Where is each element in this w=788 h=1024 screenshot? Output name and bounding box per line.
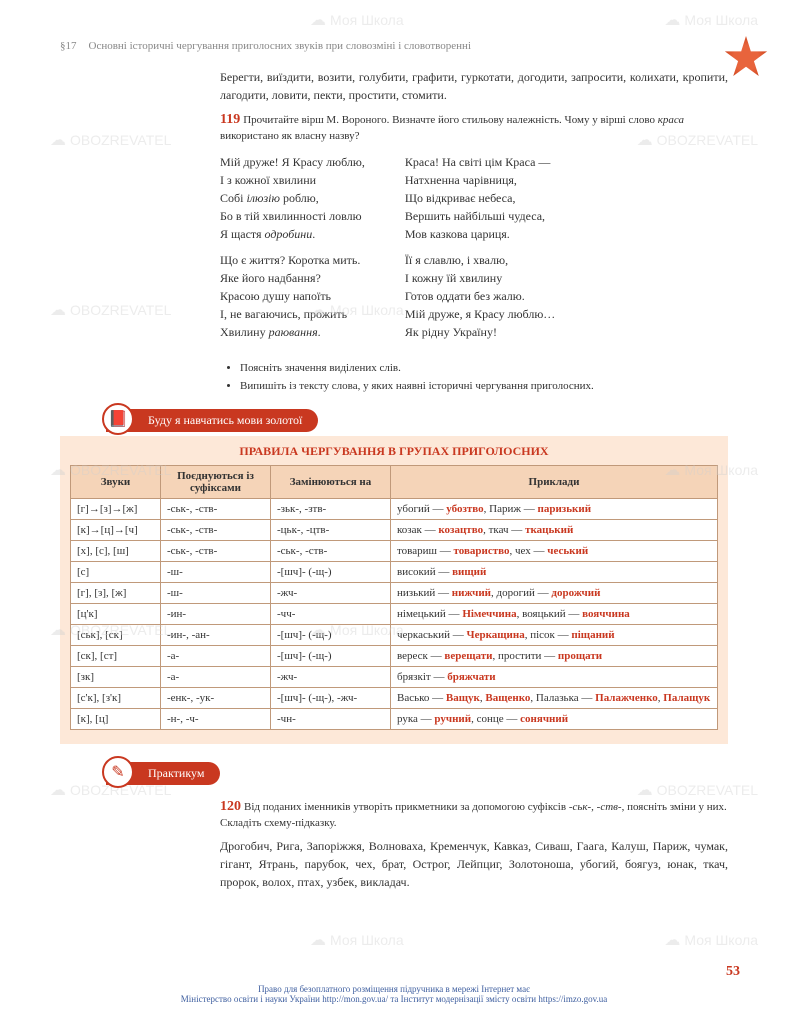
table-row: [с'к], [з'к]-енк-, -ук--[шч]- (-щ-), -жч…: [71, 687, 718, 708]
table-row: [зк]-а--жч-брязкіт — бряжчати: [71, 666, 718, 687]
intro-paragraph: Берегти, виїздити, возити, голубити, гра…: [220, 68, 728, 104]
table-cell: -енк-, -ук-: [161, 687, 271, 708]
table-row: [к], [ц]-н-, -ч--чн-рука — ручний, сонце…: [71, 708, 718, 729]
table-cell: -зьк-, -зтв-: [271, 498, 391, 519]
exercise-intro: Прочитайте вірш М. Вороного. Визначте йо…: [220, 114, 684, 142]
table-row: [к]→[ц]→[ч]-ськ-, -ств--цьк-, -цтв-козак…: [71, 519, 718, 540]
table-cell: [с'к], [з'к]: [71, 687, 161, 708]
bullet-item: Поясніть значення виділених слів.: [240, 361, 728, 376]
exercise-intro: Від поданих іменників утворіть прикметни…: [220, 801, 727, 829]
table-row: [с]-ш--[шч]- (-щ-)високий — вищий: [71, 561, 718, 582]
exercise-number: 120: [220, 799, 241, 814]
task-bullets: Поясніть значення виділених слів. Випиші…: [240, 361, 728, 395]
table-row: [ц'к]-ин--чч-німецький — Німеччина, вояц…: [71, 603, 718, 624]
table-header: Звуки: [71, 465, 161, 498]
table-row: [ськ], [ск]-ин-, -ан--[шч]- (-щ-)черкась…: [71, 624, 718, 645]
table-cell: -цьк-, -цтв-: [271, 519, 391, 540]
table-cell: високий — вищий: [391, 561, 718, 582]
table-cell: -чч-: [271, 603, 391, 624]
table-cell: -жч-: [271, 582, 391, 603]
table-cell: низький — нижчий, дорогий — дорожчий: [391, 582, 718, 603]
table-header: Замінюються на: [271, 465, 391, 498]
table-cell: [зк]: [71, 666, 161, 687]
stanza: Краса! На світі цім Краса — Натхненна ча…: [405, 153, 555, 243]
table-header-row: Звуки Поєднуються із суфіксами Замінюють…: [71, 465, 718, 498]
stanza: Що є життя? Коротка мить. Яке його надба…: [220, 251, 365, 341]
bullet-item: Випишіть із тексту слова, у яких наявні …: [240, 379, 728, 394]
table-cell: черкаський — Черкащина, пісок — піщаний: [391, 624, 718, 645]
table-cell: -ин-: [161, 603, 271, 624]
stanza: Її я славлю, і хвалю, І кожну їй хвилину…: [405, 251, 555, 341]
table-cell: [с]: [71, 561, 161, 582]
exercise-content: Дрогобич, Рига, Запоріжжя, Волноваха, Кр…: [220, 837, 728, 891]
table-cell: -[шч]- (-щ-): [271, 624, 391, 645]
table-cell: [г], [з], [ж]: [71, 582, 161, 603]
rules-table: Звуки Поєднуються із суфіксами Замінюють…: [70, 465, 718, 730]
watermark: Моя Школа: [664, 930, 758, 950]
table-header: Поєднуються із суфіксами: [161, 465, 271, 498]
table-cell: -ськ-, -ств-: [161, 519, 271, 540]
table-cell: козак — козацтво, ткач — ткацький: [391, 519, 718, 540]
stanza: Мій друже! Я Красу люблю, І з кожної хви…: [220, 153, 365, 243]
table-cell: -ськ-, -ств-: [161, 540, 271, 561]
footer: Право для безоплатного розміщення підруч…: [60, 984, 728, 1004]
poem-right-column: Краса! На світі цім Краса — Натхненна ча…: [405, 153, 555, 349]
table-title: ПРАВИЛА ЧЕРГУВАННЯ В ГРУПАХ ПРИГОЛОСНИХ: [70, 444, 718, 459]
table-cell: вереск — верещати, простити — прощати: [391, 645, 718, 666]
book-icon: 📕: [102, 403, 134, 435]
table-cell: [х], [с], [ш]: [71, 540, 161, 561]
table-row: [х], [с], [ш]-ськ-, -ств--ськ-, -ств-тов…: [71, 540, 718, 561]
page-number: 53: [726, 964, 740, 980]
table-cell: -ш-: [161, 582, 271, 603]
pencil-icon: ✎: [102, 756, 134, 788]
table-cell: [к], [ц]: [71, 708, 161, 729]
table-cell: [г]→[з]→[ж]: [71, 498, 161, 519]
section-number: §17: [60, 40, 77, 52]
table-cell: убогий — убозтво, Париж — паризький: [391, 498, 718, 519]
table-row: [г]→[з]→[ж]-ськ-, -ств--зьк-, -зтв-убоги…: [71, 498, 718, 519]
table-row: [ск], [ст]-а--[шч]- (-щ-)вереск — вереща…: [71, 645, 718, 666]
table-cell: [к]→[ц]→[ч]: [71, 519, 161, 540]
rules-table-wrap: ПРАВИЛА ЧЕРГУВАННЯ В ГРУПАХ ПРИГОЛОСНИХ …: [60, 436, 728, 744]
table-cell: -н-, -ч-: [161, 708, 271, 729]
page-header: §17 Основні історичні чергування приголо…: [60, 40, 728, 52]
table-cell: німецький — Німеччина, вояцький — вояччи…: [391, 603, 718, 624]
table-cell: [ск], [ст]: [71, 645, 161, 666]
table-header: Приклади: [391, 465, 718, 498]
exercise-120: 120 Від поданих іменників утворіть прикм…: [220, 799, 728, 892]
table-cell: [ськ], [ск]: [71, 624, 161, 645]
table-cell: -ин-, -ан-: [161, 624, 271, 645]
table-cell: [ц'к]: [71, 603, 161, 624]
table-cell: -а-: [161, 666, 271, 687]
table-cell: -[шч]- (-щ-): [271, 645, 391, 666]
table-cell: -ськ-, -ств-: [161, 498, 271, 519]
table-cell: Васько — Ващук, Ващенко, Палазька — Пала…: [391, 687, 718, 708]
section-banner-learn: 📕 Буду я навчатись мови золотої: [106, 409, 318, 432]
page-content: §17 Основні історичні чергування приголо…: [0, 0, 788, 929]
table-cell: -ш-: [161, 561, 271, 582]
section-banner-practice: ✎ Практикум: [106, 762, 220, 785]
table-cell: -[шч]- (-щ-), -жч-: [271, 687, 391, 708]
table-cell: -чн-: [271, 708, 391, 729]
table-cell: -жч-: [271, 666, 391, 687]
header-title: Основні історичні чергування приголосних…: [89, 40, 472, 52]
table-cell: брязкіт — бряжчати: [391, 666, 718, 687]
table-cell: -а-: [161, 645, 271, 666]
table-cell: -ськ-, -ств-: [271, 540, 391, 561]
exercise-number: 119: [220, 112, 240, 127]
poem-left-column: Мій друже! Я Красу люблю, І з кожної хви…: [220, 153, 365, 349]
table-cell: -[шч]- (-щ-): [271, 561, 391, 582]
poem: Мій друже! Я Красу люблю, І з кожної хви…: [220, 153, 728, 349]
table-cell: товариш — товариство, чех — чеський: [391, 540, 718, 561]
table-row: [г], [з], [ж]-ш--жч-низький — нижчий, до…: [71, 582, 718, 603]
table-cell: рука — ручний, сонце — сонячний: [391, 708, 718, 729]
watermark: Моя Школа: [310, 930, 404, 950]
exercise-119: 119 Прочитайте вірш М. Вороного. Визначт…: [220, 112, 728, 145]
